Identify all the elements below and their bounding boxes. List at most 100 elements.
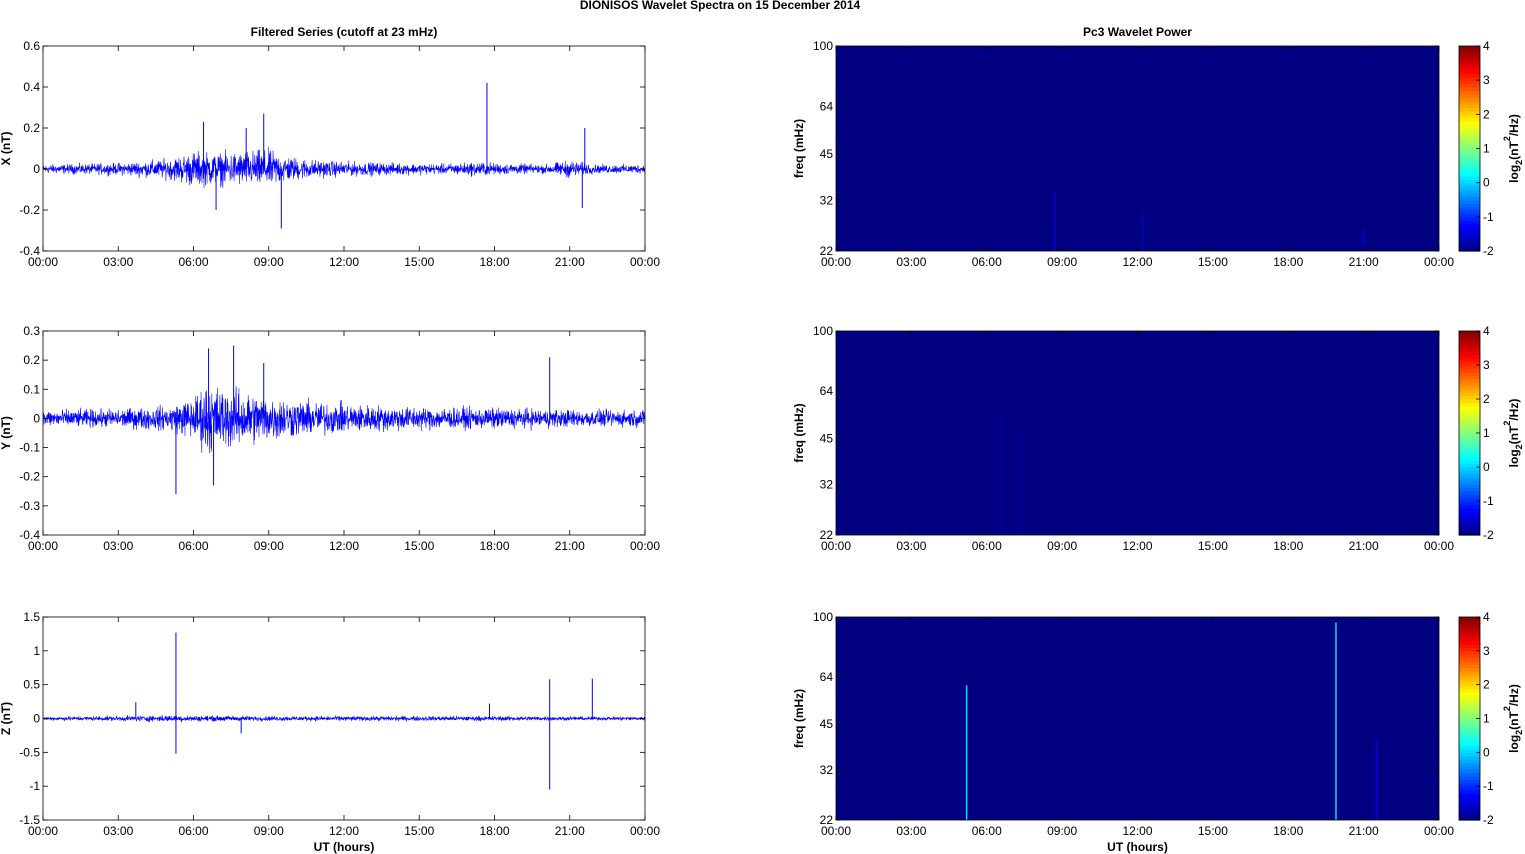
- colorbar-swatch: [1459, 630, 1480, 635]
- y-tick-label: 0.2: [23, 353, 40, 367]
- y-axis-label: freq (mHz): [792, 403, 806, 462]
- colorbar-swatch: [1459, 237, 1480, 242]
- colorbar-swatch: [1459, 772, 1480, 777]
- colorbar-swatch: [1459, 521, 1480, 526]
- x-tick-label: 21:00: [1349, 539, 1379, 553]
- colorbar-swatch: [1459, 671, 1480, 676]
- x-tick-label: 18:00: [1273, 539, 1303, 553]
- colorbar-swatch: [1459, 131, 1480, 136]
- colorbar-swatch: [1459, 480, 1480, 485]
- axes-frame: [42, 616, 646, 821]
- colorbar-swatch: [1459, 501, 1480, 505]
- y-axis-label: X (nT): [0, 132, 13, 166]
- colorbar-swatch: [1459, 145, 1480, 150]
- y-tick-label: 32: [820, 763, 834, 777]
- y-tick-label: 32: [820, 193, 834, 207]
- colorbar-swatch: [1459, 677, 1480, 682]
- y-tick-label: 64: [820, 99, 834, 113]
- colorbar-swatch: [1459, 688, 1480, 693]
- y-tick-label: 100: [813, 39, 833, 53]
- colorbar-swatch: [1459, 779, 1480, 784]
- colorbar-swatch: [1459, 782, 1480, 787]
- colorbar-swatch: [1459, 165, 1480, 170]
- y-tick-label: 45: [820, 717, 834, 731]
- y-tick-label: 0.4: [23, 80, 40, 94]
- x-tick-label: 06:00: [178, 539, 208, 553]
- x-tick-label: 00:00: [1424, 539, 1454, 553]
- colorbar-swatch: [1459, 382, 1480, 386]
- colorbar-swatch: [1459, 361, 1480, 366]
- colorbar-label-part: 2: [1514, 160, 1524, 165]
- x-tick-label: 09:00: [1047, 539, 1077, 553]
- y-tick-label: -0.4: [19, 244, 40, 258]
- colorbar-tick-label: 3: [1483, 358, 1490, 372]
- y-tick-label: 22: [820, 813, 834, 827]
- panel-series-y: -0.4 -0.3 -0.2 -0.1 0 0.1 0.2 0.3 Y (nT) 00:00 03:…: [0, 324, 660, 553]
- colorbar-swatch: [1459, 799, 1480, 804]
- colorbar-swatch: [1459, 627, 1480, 632]
- y-tick-label: 22: [820, 244, 834, 258]
- colorbar-swatch: [1459, 378, 1480, 383]
- x-tick-label: 00:00: [1424, 824, 1454, 838]
- colorbar-swatch: [1459, 715, 1480, 720]
- y-tick-label: -1.5: [19, 813, 40, 827]
- colorbar-tick-label: -2: [1483, 244, 1494, 258]
- colorbar-swatch: [1459, 392, 1480, 397]
- colorbar-swatch: [1459, 644, 1480, 649]
- y-axis-label: Z (nT): [0, 702, 13, 735]
- colorbar-swatch: [1459, 76, 1480, 81]
- colorbar-swatch: [1459, 100, 1480, 105]
- colorbar-label-part: 2: [1502, 706, 1512, 711]
- colorbar-swatch: [1459, 247, 1480, 252]
- series-trace: [42, 714, 646, 723]
- colorbar-label-part: (nT: [1507, 711, 1521, 730]
- y-axis-label: Y (nT): [0, 416, 13, 450]
- colorbar-swatch: [1459, 769, 1480, 774]
- colorbar-swatch: [1459, 732, 1480, 737]
- y-tick-label: 0: [33, 712, 40, 726]
- colorbar-swatch: [1459, 419, 1480, 424]
- colorbar-swatch: [1459, 446, 1480, 451]
- colorbar-swatch: [1459, 83, 1480, 88]
- colorbar-swatch: [1459, 738, 1480, 743]
- x-tick-label: 21:00: [1349, 824, 1379, 838]
- colorbar-swatch: [1459, 175, 1480, 180]
- x-tick-label: 15:00: [1198, 255, 1228, 269]
- colorbar-swatch: [1459, 56, 1480, 61]
- colorbar-swatch: [1459, 439, 1480, 444]
- x-tick-label: 09:00: [254, 824, 284, 838]
- colorbar-label-part: /Hz): [1507, 114, 1521, 136]
- colorbar-swatch: [1459, 365, 1480, 369]
- colorbar-swatch: [1459, 721, 1480, 726]
- x-tick-label: 15:00: [404, 539, 434, 553]
- x-tick-label: 15:00: [404, 824, 434, 838]
- colorbar-swatch: [1459, 368, 1480, 373]
- colorbar-swatch: [1459, 745, 1480, 750]
- y-tick-label: -0.3: [19, 499, 40, 513]
- colorbar-swatch: [1459, 708, 1480, 713]
- colorbar-swatch: [1459, 681, 1480, 686]
- colorbar-swatch: [1459, 684, 1480, 689]
- x-tick-label: 12:00: [1122, 255, 1152, 269]
- x-tick-label: 06:00: [972, 255, 1002, 269]
- colorbar-swatch: [1459, 711, 1480, 716]
- colorbar-swatch: [1459, 206, 1480, 211]
- colorbar-swatch: [1459, 244, 1480, 249]
- colorbar-swatch: [1459, 487, 1480, 492]
- x-tick-label: 00:00: [28, 539, 58, 553]
- colorbar-swatch: [1459, 117, 1480, 122]
- colorbar-swatch: [1459, 80, 1480, 85]
- x-tick-label: 18:00: [479, 824, 509, 838]
- x-tick-label: 18:00: [1273, 824, 1303, 838]
- colorbar-swatch: [1459, 752, 1480, 757]
- colorbar-tick-label: 0: [1483, 745, 1490, 759]
- colorbar-swatch: [1459, 504, 1480, 509]
- colorbar-swatch: [1459, 233, 1480, 238]
- y-tick-label: -0.1: [19, 441, 40, 455]
- axes-frame: [835, 45, 1440, 252]
- colorbar-swatch: [1459, 66, 1480, 71]
- colorbar-swatch: [1459, 460, 1480, 465]
- y-tick-label: 0: [33, 411, 40, 425]
- x-tick-label: 12:00: [329, 539, 359, 553]
- plot-area: [43, 331, 645, 535]
